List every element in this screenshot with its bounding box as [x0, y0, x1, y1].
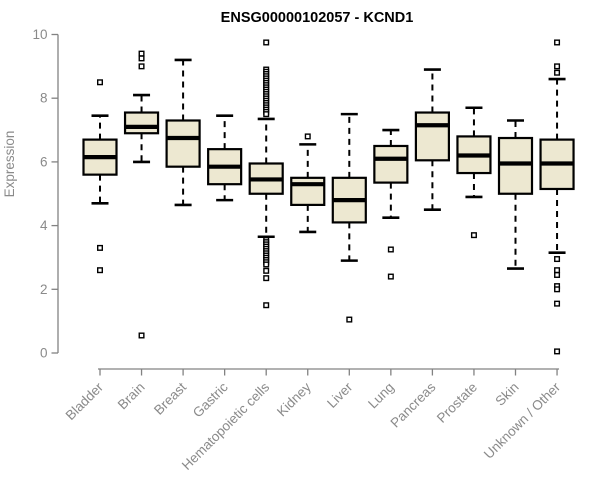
outlier-point-brain: [138, 332, 145, 339]
outlier-point-hematopoietic-cells: [263, 267, 270, 274]
chart-title: ENSG00000102057 - KCND1: [221, 10, 414, 26]
y-tick-label: 2: [40, 282, 48, 297]
x-tick-label-breast: Breast: [151, 379, 189, 417]
box-brain: [123, 111, 160, 135]
x-tick-label-brain: Brain: [115, 380, 148, 413]
outlier-point-bladder: [96, 244, 103, 251]
outlier-point-unknown-other: [554, 69, 561, 76]
outlier-point-liver: [346, 316, 353, 323]
outlier-point-hematopoietic-cells: [263, 302, 270, 309]
x-tick-label-prostate: Prostate: [434, 380, 480, 426]
box-lung: [373, 144, 409, 184]
y-tick-label: 4: [40, 218, 48, 233]
box-skin: [497, 136, 534, 195]
outlier-point-prostate: [470, 232, 477, 239]
outlier-point-unknown-other: [554, 271, 561, 278]
outlier-point-unknown-other: [554, 256, 561, 263]
outlier-point-unknown-other: [554, 300, 561, 307]
outlier-point-brain: [138, 50, 145, 57]
x-tick-label-gastric: Gastric: [190, 379, 231, 420]
outlier-point-unknown-other: [554, 267, 561, 274]
outlier-point-unknown-other: [554, 286, 561, 293]
x-tick-label-liver: Liver: [324, 379, 356, 411]
y-tick-label: 10: [32, 27, 47, 42]
x-tick-label-lung: Lung: [365, 380, 397, 412]
x-tick-label-pancreas: Pancreas: [388, 379, 439, 430]
x-tick-label-skin: Skin: [492, 380, 521, 409]
x-tick-label-kidney: Kidney: [274, 379, 314, 419]
box-kidney: [290, 176, 326, 206]
box-pancreas: [414, 111, 450, 162]
x-tick-label-unknown-other: Unknown / Other: [481, 379, 564, 462]
outlier-point-bladder: [96, 267, 103, 274]
box-breast: [165, 119, 201, 168]
y-tick-label: 8: [40, 91, 48, 106]
outlier-point-lung: [387, 246, 394, 253]
outlier-point-kidney: [304, 133, 311, 140]
y-axis-label: Expression: [2, 131, 17, 198]
outlier-point-unknown-other: [554, 39, 561, 46]
outlier-point-bladder: [96, 79, 103, 86]
outlier-point-unknown-other: [554, 348, 561, 355]
outlier-point-brain: [138, 63, 145, 70]
outlier-point-hematopoietic-cells: [263, 111, 270, 118]
outlier-point-hematopoietic-cells: [263, 39, 270, 46]
y-tick-label: 0: [40, 346, 48, 361]
y-tick-label: 6: [40, 154, 48, 169]
outlier-point-unknown-other: [554, 63, 561, 70]
outlier-point-hematopoietic-cells: [263, 261, 270, 268]
outlier-point-brain: [138, 55, 145, 62]
outlier-point-hematopoietic-cells: [263, 275, 270, 282]
x-tick-label-bladder: Bladder: [63, 379, 107, 423]
outlier-point-lung: [387, 273, 394, 280]
